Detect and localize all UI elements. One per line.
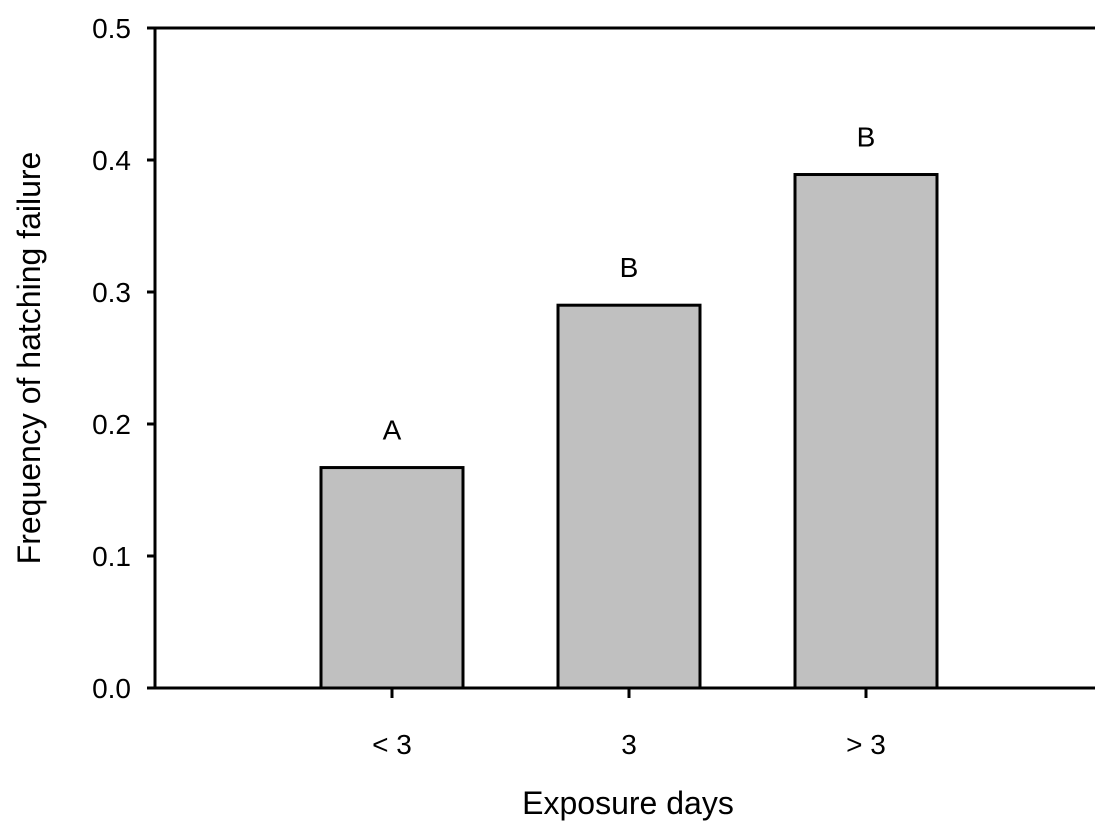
x-tick-label: 3 bbox=[621, 729, 637, 760]
x-axis-title: Exposure days bbox=[522, 785, 734, 821]
plot-area: 0.0 0.1 0.2 0.3 0.4 0.5 < 3 3 > 3 A B B bbox=[92, 13, 1095, 760]
group-label-3: B bbox=[857, 122, 876, 153]
y-tick-label: 0.0 bbox=[92, 673, 131, 704]
y-tick-label: 0.3 bbox=[92, 277, 131, 308]
y-tick-label: 0.2 bbox=[92, 409, 131, 440]
group-label-1: A bbox=[383, 415, 402, 446]
y-tick-label: 0.5 bbox=[92, 13, 131, 44]
bar-1 bbox=[319, 466, 465, 690]
x-tick-label: > 3 bbox=[846, 729, 886, 760]
x-tick-label: < 3 bbox=[372, 729, 412, 760]
group-label-2: B bbox=[620, 252, 639, 283]
y-axis-title: Frequency of hatching failure bbox=[11, 152, 47, 565]
y-tick-label: 0.4 bbox=[92, 145, 131, 176]
y-tick-label: 0.1 bbox=[92, 541, 131, 572]
bar-2 bbox=[556, 303, 702, 690]
bar-3 bbox=[793, 173, 939, 690]
